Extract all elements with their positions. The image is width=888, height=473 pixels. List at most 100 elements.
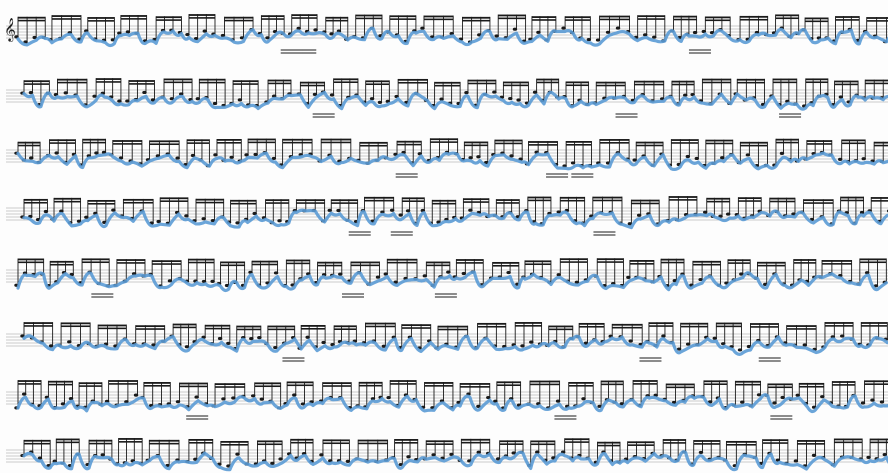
note-beam bbox=[592, 196, 622, 199]
note-beam bbox=[267, 328, 295, 331]
note-beam bbox=[762, 439, 788, 442]
note-head bbox=[439, 97, 444, 101]
note-beam bbox=[350, 264, 380, 267]
note-beam bbox=[437, 325, 468, 328]
note-head bbox=[745, 153, 751, 157]
note-head bbox=[156, 219, 161, 224]
note-beam bbox=[205, 327, 230, 330]
note-beam bbox=[261, 15, 285, 18]
note-beam bbox=[693, 440, 720, 442]
note-beam bbox=[631, 199, 660, 202]
note-head bbox=[820, 395, 825, 399]
note-beam bbox=[50, 263, 74, 266]
note-beam bbox=[726, 443, 757, 446]
note-beam bbox=[149, 442, 180, 445]
note-beam bbox=[477, 322, 506, 325]
note-beam bbox=[108, 383, 138, 385]
note-head bbox=[29, 156, 34, 160]
note-beam bbox=[601, 380, 624, 383]
note-beam bbox=[536, 78, 559, 81]
note-beam bbox=[135, 325, 165, 328]
note-head bbox=[312, 92, 318, 96]
note-beam bbox=[394, 442, 418, 444]
note-beam bbox=[597, 261, 624, 263]
note-beam bbox=[727, 262, 751, 264]
note-beam bbox=[224, 16, 254, 19]
note-beam bbox=[865, 82, 888, 85]
note-beam bbox=[268, 82, 292, 85]
note-head bbox=[133, 393, 139, 397]
note-head bbox=[838, 95, 844, 99]
note-beam bbox=[123, 198, 154, 201]
note-head bbox=[226, 341, 231, 345]
note-beam bbox=[671, 83, 695, 86]
note-head bbox=[67, 340, 72, 344]
note-beam bbox=[797, 443, 825, 445]
note-head bbox=[21, 392, 27, 396]
note-beam bbox=[740, 141, 768, 144]
note-beam bbox=[135, 328, 165, 330]
note-beam bbox=[143, 385, 171, 387]
note-beam bbox=[317, 261, 342, 264]
note-head bbox=[151, 343, 156, 347]
note-beam bbox=[390, 383, 417, 385]
note-beam bbox=[98, 324, 127, 327]
note-head bbox=[48, 344, 54, 348]
note-beam bbox=[737, 78, 765, 81]
note-head bbox=[194, 395, 199, 399]
note-beam bbox=[321, 138, 351, 141]
note-beam bbox=[120, 15, 147, 17]
note-beam bbox=[671, 142, 699, 144]
note-head bbox=[212, 101, 218, 106]
note-head bbox=[508, 96, 513, 101]
note-beam bbox=[666, 383, 695, 386]
note-beam bbox=[803, 199, 834, 202]
note-head bbox=[536, 30, 541, 34]
note-beam bbox=[773, 78, 797, 81]
note-beam bbox=[669, 199, 697, 201]
note-head bbox=[468, 208, 473, 212]
note-beam bbox=[252, 260, 278, 263]
note-beam bbox=[870, 438, 888, 441]
note-beam bbox=[89, 442, 112, 445]
note-beam bbox=[536, 81, 559, 84]
note-beam bbox=[680, 322, 708, 325]
note-head bbox=[793, 459, 799, 463]
note-beam bbox=[530, 443, 555, 446]
note-beam bbox=[96, 81, 121, 83]
note-head bbox=[627, 222, 633, 226]
note-beam bbox=[705, 19, 731, 22]
note-beam bbox=[120, 18, 147, 20]
note-beam bbox=[24, 325, 53, 327]
note-beam bbox=[671, 139, 699, 141]
note-head bbox=[253, 152, 258, 157]
note-beam bbox=[716, 322, 742, 325]
note-beam bbox=[61, 322, 91, 325]
note-beam bbox=[82, 261, 110, 264]
note-beam bbox=[398, 78, 428, 81]
note-beam bbox=[648, 325, 673, 327]
note-beam bbox=[355, 14, 383, 17]
note-beam bbox=[322, 439, 350, 442]
note-beam bbox=[261, 18, 285, 20]
note-beam bbox=[322, 442, 350, 445]
note-beam bbox=[48, 380, 73, 383]
note-head bbox=[449, 452, 454, 456]
note-beam bbox=[596, 81, 626, 84]
note-beam bbox=[365, 325, 396, 328]
note-beam bbox=[527, 196, 551, 199]
note-beam bbox=[548, 328, 573, 331]
note-beam bbox=[434, 81, 461, 84]
note-beam bbox=[282, 138, 313, 141]
note-head bbox=[300, 402, 306, 406]
note-beam bbox=[268, 79, 292, 82]
note-beam bbox=[432, 199, 456, 202]
note-beam bbox=[322, 382, 352, 385]
note-beam bbox=[464, 144, 488, 147]
pitch-contour-line bbox=[16, 393, 888, 414]
note-beam bbox=[24, 198, 48, 201]
note-head bbox=[720, 156, 725, 160]
note-beam bbox=[750, 326, 779, 328]
note-head bbox=[210, 279, 215, 283]
note-beam bbox=[394, 439, 418, 441]
